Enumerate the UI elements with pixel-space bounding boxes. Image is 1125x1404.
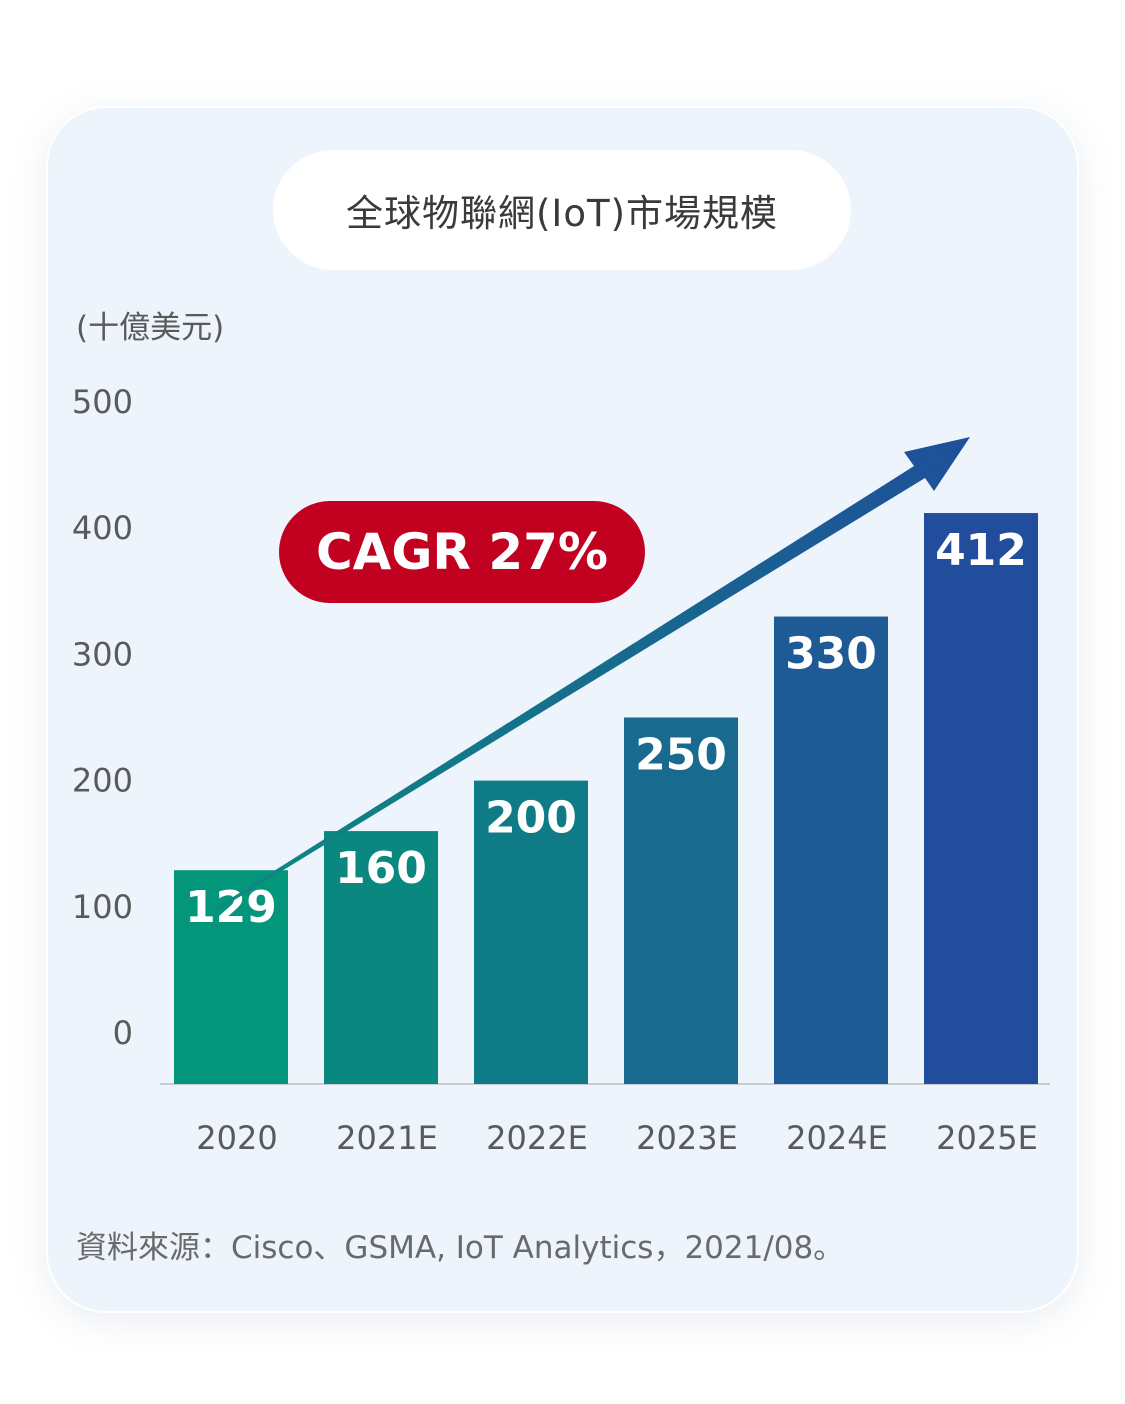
y-tick-label: 0 [113,1014,133,1052]
bar-value-label: 250 [635,730,727,781]
bars: 129 160 200 250 330 412 [174,513,1038,1084]
growth-trend-arrow [214,437,970,910]
bar-2023e [624,717,738,1084]
bar-value-label: 129 [185,882,277,933]
x-tick-label: 2021E [336,1119,438,1157]
bar-2020 [174,870,288,1084]
bar-2025e [924,513,1038,1084]
source-note: 資料來源：Cisco、GSMA, IoT Analytics，2021/08。 [76,1230,845,1266]
chart-title: 全球物聯網(IoT)市場規模 [273,150,851,270]
y-tick-label: 500 [72,383,133,421]
y-axis-ticks: 500 400 300 200 100 0 [72,383,133,1052]
x-tick-label: 2023E [636,1119,738,1157]
x-tick-label: 2024E [786,1119,888,1157]
x-tick-label: 2020 [196,1119,277,1157]
cagr-annotation: CAGR 27% [279,501,645,603]
x-tick-label: 2025E [936,1119,1038,1157]
bar-value-label: 330 [785,629,877,680]
y-tick-label: 200 [72,762,133,800]
bar-2024e [774,616,888,1084]
chart-card [46,106,1079,1313]
y-tick-label: 400 [72,509,133,547]
y-axis-unit-label: (十億美元) [76,310,225,346]
bar-value-label: 200 [485,793,577,844]
bar-2022e [474,780,588,1084]
bar-value-label: 160 [335,843,427,894]
bar-value-label: 412 [935,525,1027,576]
bar-2021e [324,831,438,1084]
x-axis-ticks: 2020 2021E 2022E 2023E 2024E 2025E [196,1119,1038,1157]
y-tick-label: 100 [72,888,133,926]
x-tick-label: 2022E [486,1119,588,1157]
y-tick-label: 300 [72,635,133,673]
